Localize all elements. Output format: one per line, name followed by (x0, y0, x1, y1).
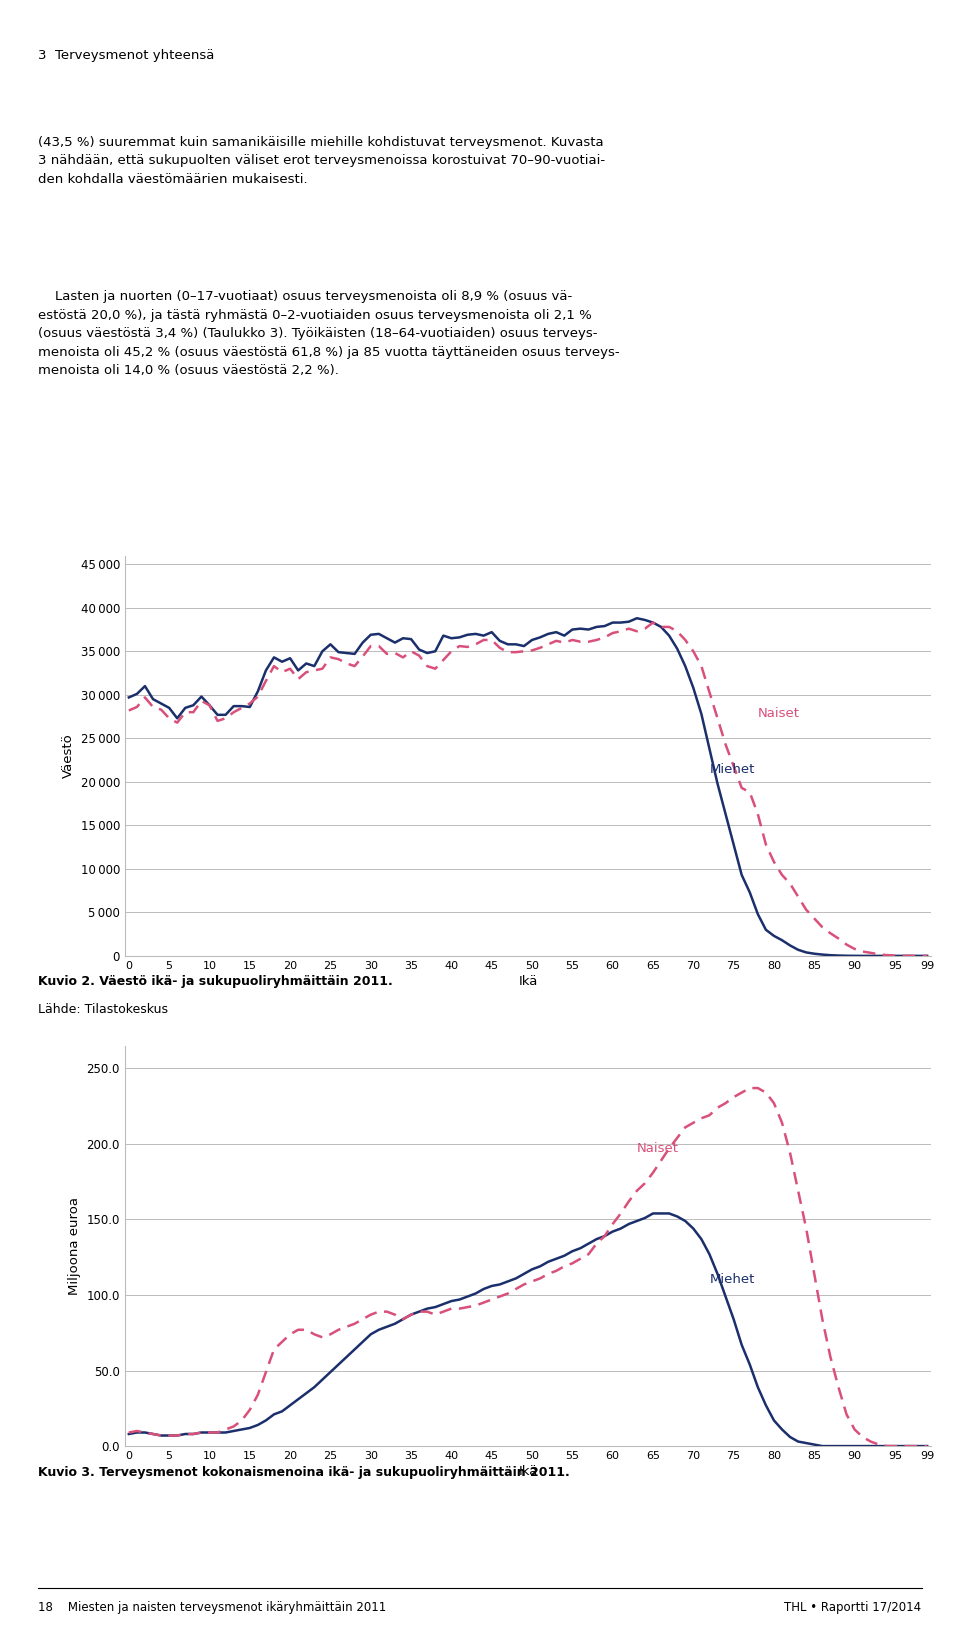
Y-axis label: Miljoona euroa: Miljoona euroa (68, 1198, 81, 1294)
Text: Kuvio 2. Väestö ikä- ja sukupuoliryhmäittäin 2011.: Kuvio 2. Väestö ikä- ja sukupuoliryhmäit… (38, 975, 394, 989)
Text: Naiset: Naiset (636, 1142, 679, 1155)
Text: 3  Terveysmenot yhteensä: 3 Terveysmenot yhteensä (38, 49, 215, 62)
Text: THL • Raportti 17/2014: THL • Raportti 17/2014 (784, 1601, 922, 1614)
Text: Kuvio 3. Terveysmenot kokonaismenoina ikä- ja sukupuoliryhmäittäin 2011.: Kuvio 3. Terveysmenot kokonaismenoina ik… (38, 1466, 570, 1479)
Text: 18    Miesten ja naisten terveysmenot ikäryhmäittäin 2011: 18 Miesten ja naisten terveysmenot ikäry… (38, 1601, 387, 1614)
Text: Lähde: Tilastokeskus: Lähde: Tilastokeskus (38, 1003, 168, 1016)
X-axis label: Ikä: Ikä (518, 1466, 538, 1479)
X-axis label: Ikä: Ikä (518, 975, 538, 989)
Text: Miehet: Miehet (709, 763, 755, 776)
Y-axis label: Väestö: Väestö (62, 734, 75, 778)
Text: Naiset: Naiset (757, 706, 800, 719)
Text: (43,5 %) suuremmat kuin samanikäisille miehille kohdistuvat terveysmenot. Kuvast: (43,5 %) suuremmat kuin samanikäisille m… (38, 136, 606, 186)
Text: Lasten ja nuorten (0–17-vuotiaat) osuus terveysmenoista oli 8,9 % (osuus vä-
est: Lasten ja nuorten (0–17-vuotiaat) osuus … (38, 291, 620, 377)
Text: Miehet: Miehet (709, 1273, 755, 1286)
